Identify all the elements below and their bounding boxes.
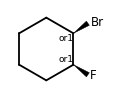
Text: or1: or1 [59,55,74,64]
Polygon shape [73,21,89,33]
Text: F: F [90,69,96,82]
Polygon shape [73,65,89,77]
Text: or1: or1 [59,34,74,43]
Text: Br: Br [91,16,104,29]
